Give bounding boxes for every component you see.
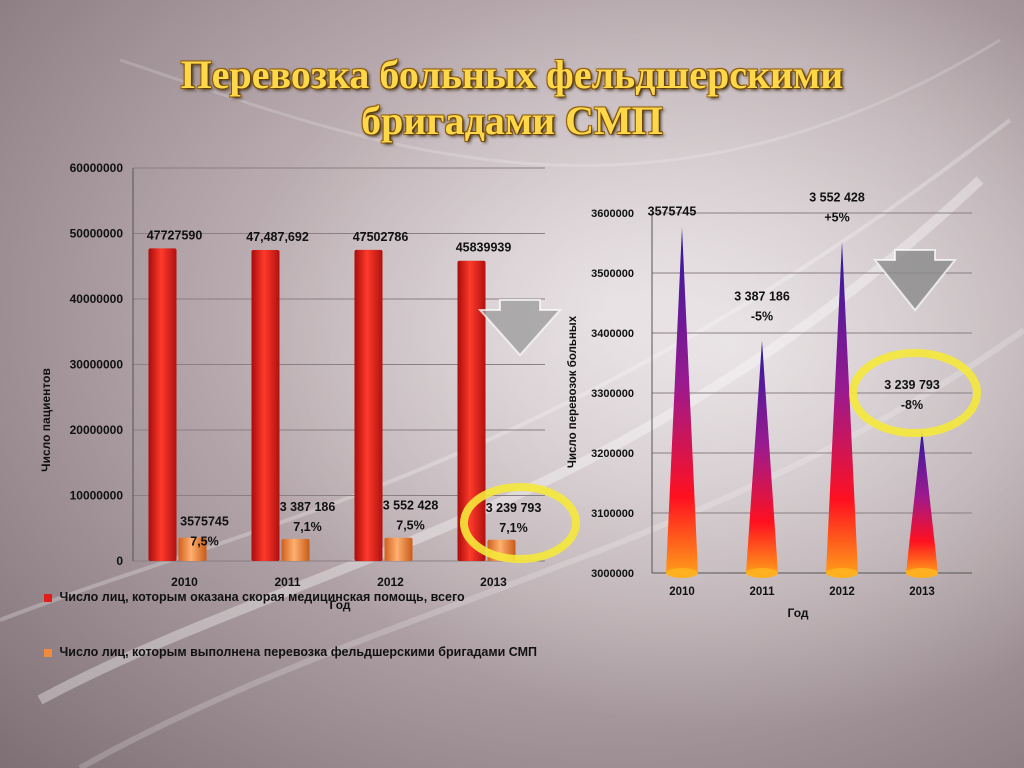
transport-cone-bar (666, 227, 698, 573)
left-y-tick-label: 30000000 (70, 358, 124, 372)
transport-data-label: 3575745 (648, 205, 697, 219)
feldsher-transport-bar (178, 537, 207, 561)
transport-cone-bar (746, 340, 778, 573)
left-x-axis-title: Год (330, 598, 351, 612)
feldsher-transport-data-label: 3575745 (180, 515, 229, 529)
left-x-tick-label: 2013 (480, 575, 507, 589)
left-y-tick-label: 50000000 (70, 227, 124, 241)
total-patients-data-label: 47727590 (147, 228, 203, 242)
left-y-tick-label: 0 (116, 554, 123, 568)
feldsher-transport-data-label: 3 239 793 (486, 501, 542, 515)
feldsher-transport-data-label: 7,1% (293, 520, 322, 534)
cone-base (826, 568, 858, 578)
total-patients-bar (354, 249, 383, 561)
legend-item-feldsher: Число лиц, которым выполнена перевозка ф… (44, 643, 564, 662)
right-y-axis-title: Число перевозок больных (567, 315, 579, 468)
cone-base (666, 568, 698, 578)
title-line-2: бригадами СМП (361, 98, 663, 143)
legend-label-feldsher: Число лиц, которым выполнена перевозка ф… (59, 645, 538, 659)
total-patients-bar (457, 260, 486, 561)
left-x-tick-label: 2010 (171, 575, 198, 589)
total-patients-data-label: 45839939 (456, 241, 512, 255)
transport-cone-bar (906, 429, 938, 573)
transport-data-label: 3 552 428 (809, 191, 865, 205)
left-y-tick-label: 60000000 (70, 161, 124, 175)
right-y-tick-label: 3200000 (591, 448, 634, 460)
right-x-tick-label: 2012 (829, 586, 855, 598)
title-line-1: Перевозка больных фельдшерскими (180, 52, 844, 97)
right-x-tick-label: 2010 (669, 586, 695, 598)
left-chart-legend: Число лиц, которым оказана скорая медици… (44, 588, 564, 662)
feldsher-transport-data-label: 7,5% (396, 519, 425, 533)
left-y-tick-label: 40000000 (70, 292, 124, 306)
legend-swatch-red (44, 593, 52, 602)
feldsher-transport-data-label: 3 387 186 (280, 500, 336, 514)
patients-bar-chart: 0 10000000 20000000 30000000 40000000 5000000… (39, 161, 580, 612)
total-patients-bar (148, 248, 177, 561)
legend-swatch-orange (44, 648, 52, 657)
left-x-tick-label: 2011 (274, 575, 300, 589)
right-y-tick-label: 3300000 (591, 388, 634, 400)
legend-label-total: Число лиц, которым оказана скорая медици… (59, 590, 465, 604)
transport-data-label: -8% (901, 398, 923, 412)
right-x-tick-label: 2011 (750, 586, 776, 598)
right-y-tick-label: 3400000 (591, 328, 634, 340)
right-y-tick-label: 3100000 (591, 508, 634, 520)
cone-base (906, 568, 938, 578)
cone-base (746, 568, 778, 578)
left-y-axis-title: Число пациентов (39, 368, 53, 472)
legend-item-total: Число лиц, которым оказана скорая медици… (44, 588, 564, 607)
right-y-tick-label: 3500000 (591, 268, 634, 280)
feldsher-transport-data-label: 7,5% (190, 535, 219, 549)
total-patients-data-label: 47,487,692 (246, 230, 309, 244)
feldsher-transport-data-label: 3 552 428 (383, 499, 439, 513)
right-x-axis-title: Год (788, 606, 809, 620)
transport-data-label: -5% (751, 310, 773, 324)
total-patients-data-label: 47502786 (353, 230, 409, 244)
down-arrow-decoration (477, 299, 563, 357)
highlight-ring-decoration (460, 483, 580, 563)
right-x-tick-label: 2013 (909, 586, 935, 598)
feldsher-transport-bar (281, 538, 310, 561)
transport-data-label: 3 239 793 (884, 378, 940, 392)
transport-data-label: 3 387 186 (734, 290, 790, 304)
highlight-ring-decoration-right (849, 349, 981, 437)
transport-cone-bar (826, 241, 858, 573)
right-y-tick-label: 3600000 (591, 208, 634, 220)
total-patients-bar (251, 249, 280, 561)
left-y-tick-label: 10000000 (70, 489, 124, 503)
left-x-tick-label: 2012 (377, 575, 404, 589)
feldsher-transport-bar (384, 537, 413, 561)
page-title: Перевозка больных фельдшерскими бригадам… (0, 52, 1024, 144)
transport-data-label: +5% (824, 211, 849, 225)
feldsher-transport-data-label: 7,1% (499, 521, 528, 535)
right-y-tick-label: 3000000 (591, 568, 634, 580)
transport-cone-chart: 3000000 3100000 3200000 3300000 3400000 35000… (567, 191, 981, 620)
down-arrow-decoration-right (872, 249, 958, 312)
left-y-tick-label: 20000000 (70, 423, 124, 437)
